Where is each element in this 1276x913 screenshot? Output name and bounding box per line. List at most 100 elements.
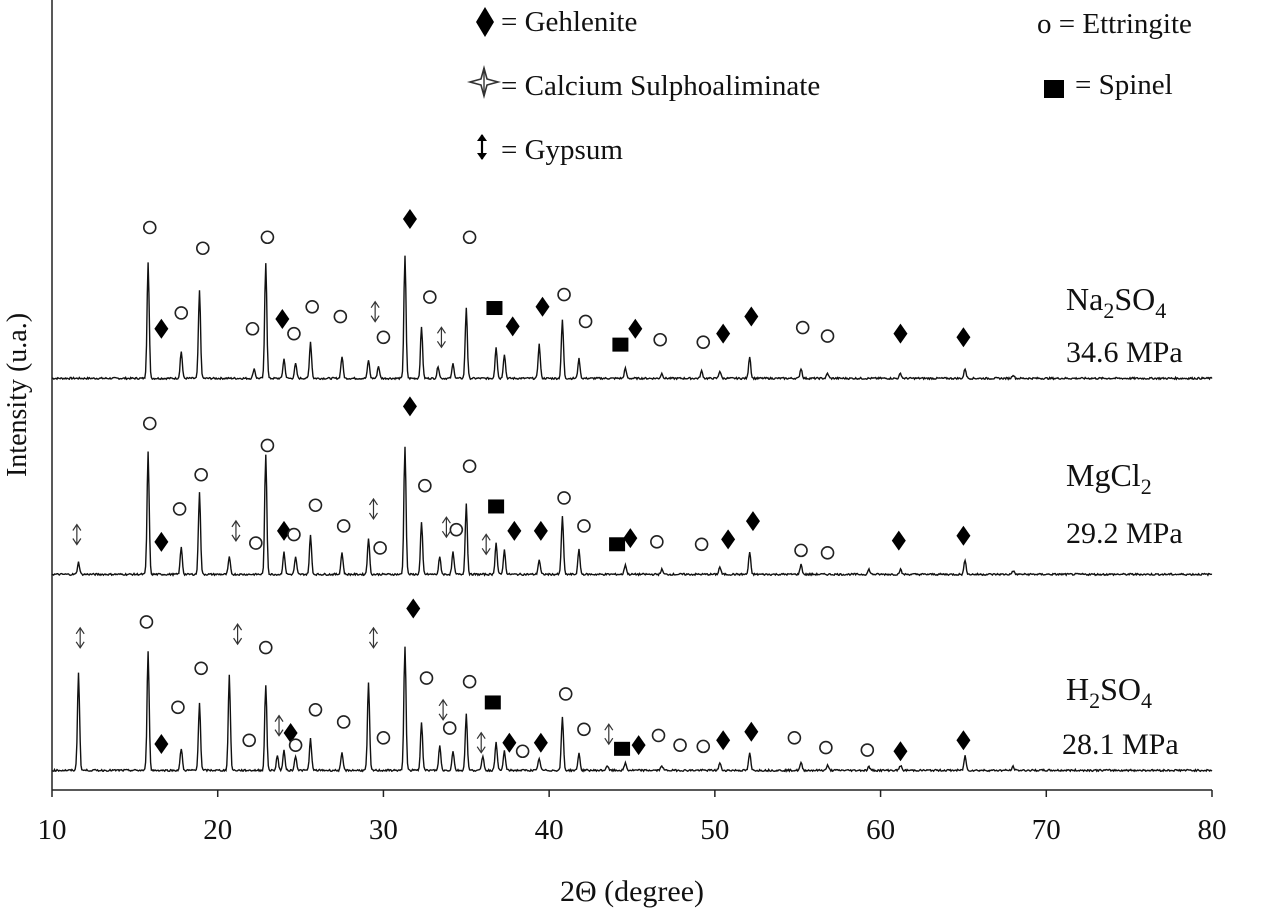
ettringite-marker [578, 314, 593, 329]
gypsum-marker [481, 533, 491, 556]
ettringite-marker [194, 661, 208, 676]
gypsum-marker [72, 523, 82, 546]
x-ticks: 10 20 30 40 50 60 70 80 [38, 790, 1227, 846]
gehlenite-marker [631, 735, 646, 756]
gehlenite-marker [533, 732, 548, 753]
ettringite-marker [139, 615, 154, 629]
gehlenite-marker [956, 327, 971, 348]
ettringite-marker [171, 700, 185, 715]
ettringite-marker [288, 738, 303, 752]
na2so4-label-part: Na [1066, 281, 1103, 317]
ettringite-marker [653, 332, 667, 347]
gehlenite-marker [628, 318, 643, 339]
ettringite-marker [287, 527, 301, 542]
gypsum-marker [368, 497, 378, 520]
ettringite-marker [287, 326, 301, 341]
spinel-marker [612, 337, 629, 352]
ettringite-marker [333, 309, 348, 324]
legend-csa-label: = Calcium Sulphoaliminate [501, 70, 820, 102]
spinel-marker [609, 537, 626, 552]
gehlenite-marker [623, 528, 638, 549]
ettringite-marker [794, 543, 808, 558]
gehlenite-marker [893, 323, 908, 344]
ettringite-marker [196, 241, 210, 256]
ettringite-marker [423, 290, 437, 304]
ettringite-marker [820, 329, 835, 343]
x-tick-label: 40 [535, 814, 564, 846]
na2so4-strength: 34.6 MPa [1066, 336, 1183, 369]
ettringite-marker [820, 546, 835, 560]
ettringite-marker [305, 299, 319, 314]
gehlenite-marker [956, 730, 971, 751]
gehlenite-marker [283, 722, 298, 743]
gypsum-marker [75, 626, 85, 649]
gehlenite-marker [716, 730, 731, 751]
gehlenite-marker [745, 511, 760, 532]
xrd-trace-h2so4 [51, 646, 1213, 773]
legend-diamond-icon [476, 7, 494, 37]
legend-arrow-icon [477, 134, 487, 160]
ettringite-marker [673, 738, 687, 752]
ettringite-marker [462, 230, 477, 245]
legend-spinel-label: = Spinel [1075, 69, 1173, 101]
x-tick-label: 10 [38, 814, 67, 846]
gehlenite-marker [535, 296, 550, 317]
xrd-trace-na2so4 [51, 255, 1213, 381]
gehlenite-marker [744, 721, 759, 742]
gehlenite-marker [275, 309, 290, 329]
h2so4-label-part: H [1066, 671, 1089, 707]
gehlenite-marker [154, 318, 169, 339]
axes [51, 0, 1212, 791]
mgcl2-label: MgCl2 [1066, 457, 1152, 499]
gehlenite-marker [502, 732, 517, 753]
na2so4-label: Na2SO4 [1066, 281, 1166, 323]
legend-ettringite-label: o = Ettringite [1037, 8, 1192, 40]
traces [51, 255, 1213, 773]
series-labels: Na2SO4 34.6 MPa MgCl2 29.2 MPa H2SO4 28.… [1062, 281, 1183, 761]
gehlenite-marker [956, 525, 971, 546]
legend-gehlenite-label: = Gehlenite [501, 6, 637, 38]
ettringite-marker [142, 416, 157, 431]
ettringite-marker [462, 674, 477, 689]
spinel-marker [614, 741, 631, 756]
y-axis-label: Intensity (u.a.) [2, 313, 33, 477]
mgcl2-strength: 29.2 MPa [1066, 517, 1183, 550]
x-tick-label: 70 [1032, 814, 1061, 846]
legend-star-icon [466, 64, 502, 100]
gehlenite-marker [893, 741, 908, 762]
legend-gypsum-label: = Gypsum [501, 134, 623, 166]
ettringite-marker [376, 731, 391, 745]
legend-square-icon [1044, 80, 1064, 98]
spinel-marker [488, 499, 505, 514]
ettringite-marker [577, 519, 591, 533]
ettringite-marker [260, 438, 275, 453]
x-tick-label: 20 [203, 814, 232, 846]
ettringite-marker [795, 320, 810, 335]
gypsum-marker [233, 623, 243, 646]
ettringite-marker [557, 287, 571, 302]
ettringite-marker [174, 306, 189, 320]
gehlenite-marker [716, 323, 731, 344]
ettringite-marker [651, 728, 666, 743]
ettringite-marker [418, 478, 432, 493]
ettringite-marker [449, 522, 464, 537]
x-tick-label: 50 [700, 814, 729, 846]
spinel-marker [486, 301, 503, 316]
ettringite-marker [308, 498, 323, 513]
ettringite-marker [577, 722, 591, 737]
gypsum-marker [436, 326, 446, 349]
gypsum-marker [604, 723, 614, 746]
gehlenite-marker [505, 316, 520, 337]
ettringite-marker [142, 220, 157, 235]
h2so4-label-sub: 2 [1089, 688, 1100, 713]
ettringite-marker [419, 671, 434, 685]
ettringite-marker [650, 535, 664, 549]
ettringite-marker [249, 536, 263, 550]
legend: = Gehlenite = Calcium Sulphoaliminate = … [466, 6, 1192, 166]
h2so4-label-sub: 4 [1141, 688, 1152, 713]
na2so4-label-sub: 2 [1103, 298, 1114, 323]
spinel-marker [484, 695, 501, 710]
xrd-trace-mgcl2 [51, 446, 1213, 577]
gypsum-marker [370, 300, 380, 323]
h2so4-strength: 28.1 MPa [1062, 728, 1179, 761]
